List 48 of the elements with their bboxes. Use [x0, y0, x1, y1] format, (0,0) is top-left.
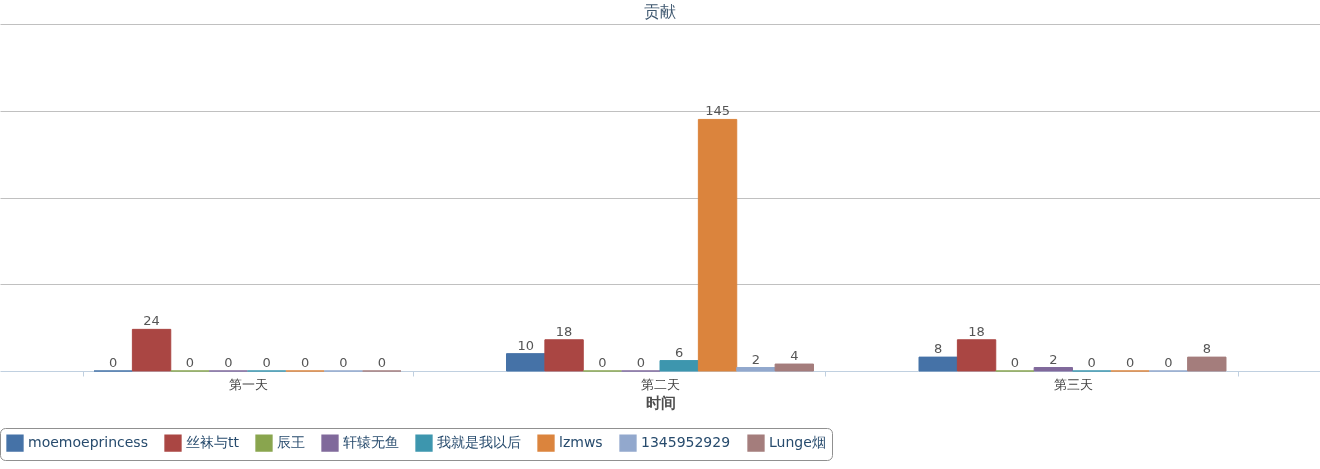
x-tick-label: 第一天 [228, 376, 268, 392]
x-tick-label: 第三天 [1053, 376, 1093, 392]
data-label: 10 [517, 337, 534, 353]
bar [956, 339, 997, 372]
data-label: 145 [705, 103, 730, 119]
data-label: 0 [1125, 355, 1135, 370]
data-label: 2 [1049, 351, 1058, 367]
bar [506, 353, 546, 372]
legend-label: 我就是我以后 [437, 434, 521, 451]
legend-label: 1345952929 [641, 434, 731, 451]
data-label: 18 [968, 323, 985, 339]
legend-label: moemoeprincess [28, 434, 148, 451]
data-label: 0 [377, 355, 386, 370]
data-label: 0 [1164, 355, 1173, 370]
bar [659, 360, 699, 372]
legend-label: Lunge烟 [769, 434, 826, 451]
data-label: 0 [1087, 355, 1096, 370]
data-label: 8 [1202, 341, 1211, 357]
data-label: 0 [224, 355, 233, 370]
data-label: 4 [790, 348, 799, 364]
data-label: 0 [300, 355, 310, 370]
x-tick-label: 第二天 [641, 376, 680, 392]
chart-title: 贡献 [644, 2, 676, 21]
data-label: 6 [675, 344, 684, 360]
data-label: 0 [109, 355, 118, 370]
legend-label: 辰王 [277, 434, 305, 451]
x-axis-title: 时间 [645, 393, 676, 412]
bar [1187, 356, 1227, 372]
data-label: 0 [185, 355, 195, 370]
bar [131, 328, 172, 372]
legend-label: 丝袜与tt [186, 434, 240, 451]
data-label: 0 [1010, 355, 1020, 370]
data-label: 0 [636, 355, 645, 370]
bar [918, 356, 958, 372]
data-label: 0 [598, 355, 607, 370]
bar [736, 367, 776, 372]
data-label: 0 [262, 355, 271, 370]
bar [1033, 367, 1073, 372]
data-label: 18 [555, 323, 573, 339]
data-label: 24 [143, 313, 160, 329]
legend-label: lzmws [559, 434, 603, 451]
bar [544, 339, 584, 372]
legend-label: 轩辕无鱼 [343, 434, 399, 451]
data-label: 0 [339, 355, 348, 370]
bar [697, 118, 738, 372]
data-label: 2 [751, 351, 761, 367]
bar [774, 363, 814, 372]
data-label: 8 [934, 341, 943, 357]
